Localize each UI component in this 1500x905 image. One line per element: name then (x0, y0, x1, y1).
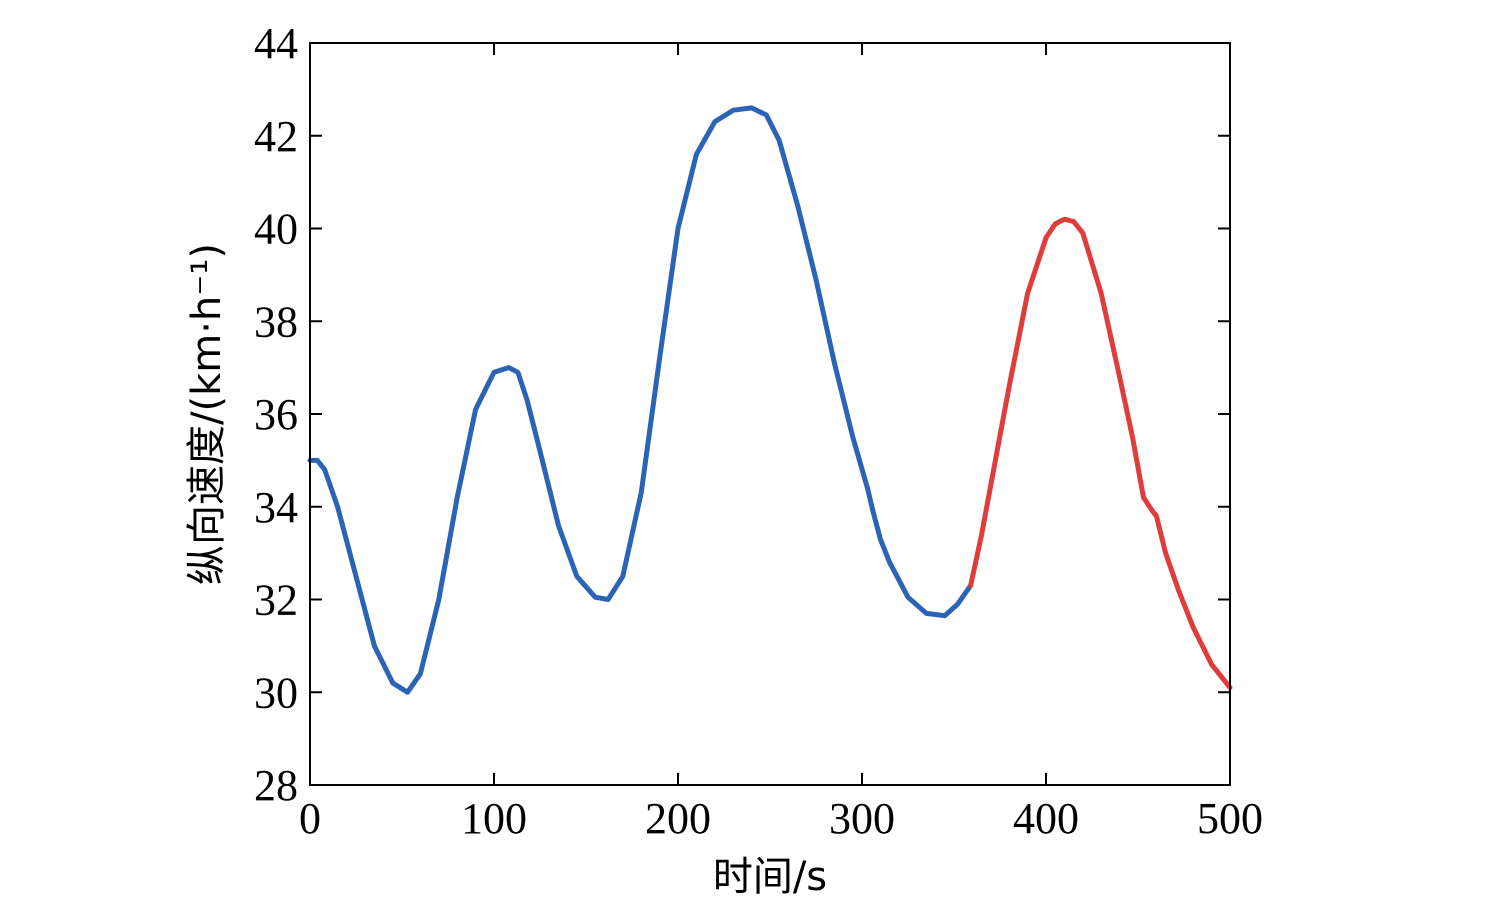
y-tick-label: 36 (254, 390, 298, 439)
series-line-1 (307, 105, 974, 695)
x-axis-label: 时间/s (713, 854, 827, 900)
series-layer (307, 105, 1233, 695)
y-tick-label: 38 (254, 297, 298, 346)
x-tick-label: 100 (461, 794, 527, 843)
series-line-2 (968, 216, 1233, 691)
tick-layer (309, 42, 1231, 786)
y-tick-label: 34 (254, 483, 298, 532)
x-tick-label: 500 (1197, 794, 1263, 843)
y-tick-label: 42 (254, 112, 298, 161)
y-tick-label: 32 (254, 576, 298, 625)
plot-frame (309, 42, 1231, 786)
y-tick-label: 44 (254, 19, 298, 68)
y-tick-label: 30 (254, 668, 298, 717)
x-tick-label: 300 (829, 794, 895, 843)
x-tick-label: 200 (645, 794, 711, 843)
x-tick-label: 0 (299, 794, 321, 843)
y-tick-label: 28 (254, 761, 298, 810)
x-tick-label: 400 (1013, 794, 1079, 843)
y-axis-label: 纵向速度/(km·h⁻¹) (184, 243, 230, 585)
tick-label-layer: 0 100 200 300 400 500 28 30 32 34 36 38 40 42 44 (254, 19, 1263, 843)
y-tick-label: 40 (254, 205, 298, 254)
